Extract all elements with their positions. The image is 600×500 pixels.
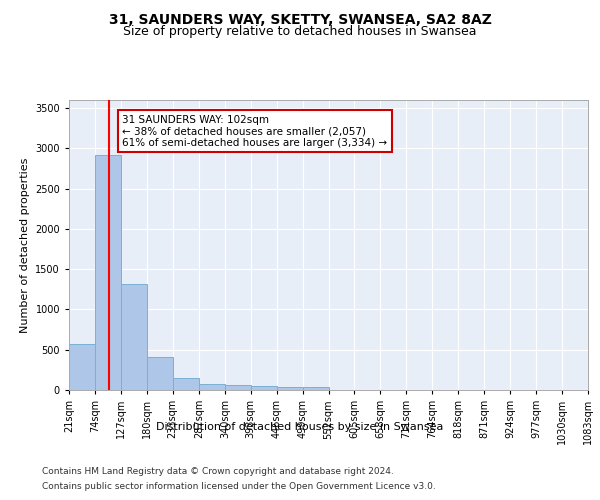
- Bar: [95, 155, 121, 390]
- Bar: [173, 378, 199, 390]
- Bar: [147, 356, 173, 390]
- Bar: [199, 384, 225, 390]
- Bar: [277, 386, 302, 390]
- Bar: [302, 387, 329, 390]
- Text: Size of property relative to detached houses in Swansea: Size of property relative to detached ho…: [123, 25, 477, 38]
- Bar: [251, 386, 277, 390]
- Bar: [69, 344, 95, 390]
- Text: Contains public sector information licensed under the Open Government Licence v3: Contains public sector information licen…: [42, 482, 436, 491]
- Text: 31 SAUNDERS WAY: 102sqm
← 38% of detached houses are smaller (2,057)
61% of semi: 31 SAUNDERS WAY: 102sqm ← 38% of detache…: [122, 114, 388, 148]
- Text: Contains HM Land Registry data © Crown copyright and database right 2024.: Contains HM Land Registry data © Crown c…: [42, 467, 394, 476]
- Y-axis label: Number of detached properties: Number of detached properties: [20, 158, 29, 332]
- Bar: [225, 386, 251, 390]
- Text: 31, SAUNDERS WAY, SKETTY, SWANSEA, SA2 8AZ: 31, SAUNDERS WAY, SKETTY, SWANSEA, SA2 8…: [109, 12, 491, 26]
- Bar: [121, 284, 147, 390]
- Text: Distribution of detached houses by size in Swansea: Distribution of detached houses by size …: [157, 422, 443, 432]
